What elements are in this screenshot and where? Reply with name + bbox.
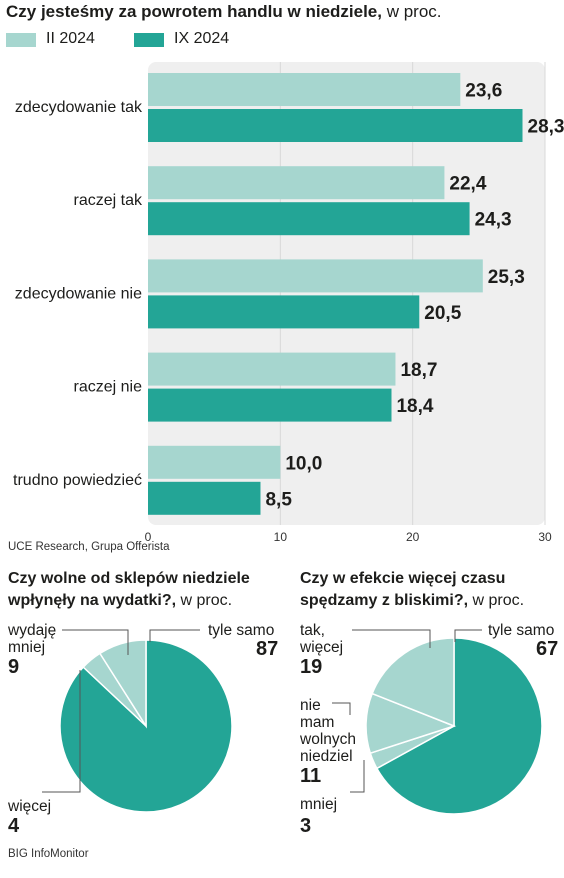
pie2-slice-tak-wi-cej [371, 637, 455, 728]
pie2-label-nie-line1: nie [300, 697, 321, 714]
tick-label-10: 10 [274, 530, 288, 544]
bar-ii-2024-zdecydowanie-nie [148, 259, 483, 293]
bar-ix-2024-zdecydowanie-nie [148, 295, 420, 329]
pie2-slice-tyle-samo [375, 637, 543, 815]
legend-label-ix-2024: IX 2024 [174, 30, 230, 47]
data-label-ix-2024-zdecydowanie-tak: 28,3 [528, 117, 564, 138]
legend-label-ii-2024: II 2024 [46, 30, 95, 47]
pie1-label-mniej-line1: wydaję [8, 622, 57, 639]
pie1-title-unit: w proc. [176, 592, 233, 609]
chart-title: Czy jesteśmy za powrotem handlu w niedzi… [6, 2, 442, 22]
pie2-label-nie-line2: mam [300, 714, 335, 731]
pie1-title-text: Czy wolne od sklepów niedziele wpłynęły … [8, 570, 250, 609]
data-label-ii-2024-zdecydowanie-tak: 23,6 [465, 81, 502, 102]
pie1-leader-mniej [62, 629, 129, 655]
pie1-value-wiecej: 4 [8, 815, 20, 837]
data-label-ii-2024-raczej-tak: 22,4 [449, 174, 486, 195]
tick-label-30: 30 [538, 530, 552, 544]
pie1-leader-wiecej [42, 670, 81, 793]
tick-label-0: 0 [145, 530, 152, 544]
pie2-leader-mniej [350, 760, 365, 793]
chart-title-main: Czy jesteśmy za powrotem handlu w niedzi… [6, 2, 382, 21]
pie2-label-nie-line4: niedziel [300, 748, 353, 765]
legend-swatch-ix-2024 [134, 33, 164, 47]
legend-swatch-ii-2024 [6, 33, 36, 47]
bar-ii-2024-trudno-powiedzie [148, 445, 281, 479]
category-label-raczej-tak: raczej tak [74, 192, 143, 209]
pie-source: BIG InfoMonitor [8, 848, 89, 860]
pie1-label-tyle: tyle samo [208, 622, 275, 639]
pie1-chart [42, 629, 233, 813]
bar-ii-2024-raczej-tak [148, 166, 445, 200]
pie1-value-tyle: 87 [256, 638, 279, 660]
pie2-value-nie: 11 [300, 765, 322, 787]
data-label-ix-2024-trudno-powiedzie: 8,5 [265, 489, 292, 510]
pie2-title-text: Czy w efekcie więcej czasu spędzamy z bl… [300, 570, 506, 609]
data-label-ii-2024-trudno-powiedzie: 10,0 [285, 453, 322, 474]
pie2-label-tak: tak, więcej [300, 622, 343, 656]
pie2-leader-tak [352, 629, 431, 648]
pie2-label-tak-line2: więcej [300, 639, 344, 656]
pie2-label-tyle: tyle samo [488, 622, 555, 639]
pie2-label-nie: nie mam wolnych niedziel [300, 697, 356, 765]
pie2-label-tak-line1: tak, [300, 622, 325, 639]
pie1-leader-tyle [149, 629, 200, 642]
bar-ix-2024-trudno-powiedzie [148, 481, 261, 515]
data-label-ix-2024-zdecydowanie-nie: 20,5 [424, 303, 461, 324]
pie1-label-mniej-line2: mniej [8, 639, 46, 656]
bar-chart-source: UCE Research, Grupa Offerista [8, 541, 170, 553]
pie2-value-mniej: 3 [300, 815, 312, 837]
category-label-zdecydowanie-tak: zdecydowanie tak [15, 99, 143, 116]
pie1-label-mniej: wydaję mniej [8, 622, 56, 656]
bar-ix-2024-raczej-nie [148, 388, 392, 422]
pie2-label-mniej: mniej [300, 796, 338, 813]
chart-title-unit: w proc. [381, 2, 442, 21]
pie2-title-unit: w proc. [468, 592, 525, 609]
data-label-ix-2024-raczej-nie: 18,4 [396, 396, 433, 417]
pie2-value-tak: 19 [300, 656, 323, 678]
tick-label-20: 20 [406, 530, 420, 544]
data-label-ii-2024-zdecydowanie-nie: 25,3 [488, 267, 525, 288]
data-label-ix-2024-raczej-tak: 24,3 [475, 210, 512, 231]
pie1-value-mniej: 9 [8, 656, 20, 678]
pie1-title: Czy wolne od sklepów niedziele wpłynęły … [8, 568, 278, 612]
pie2-leader-nie [332, 702, 351, 715]
bar-ii-2024-raczej-nie [148, 352, 396, 386]
bar-chart: 0 10 20 30 zdecydowanie tak 23,6 28,3 raczej ta… [13, 62, 564, 544]
pie2-value-tyle: 67 [536, 638, 559, 660]
bar-ix-2024-raczej-tak [148, 202, 470, 236]
bar-ii-2024-zdecydowanie-tak [148, 73, 461, 106]
category-label-trudno-powiedzie: trudno powiedzieć [13, 472, 142, 489]
pie2-label-nie-line3: wolnych [300, 731, 356, 748]
pie2-leader-tyle [454, 629, 482, 642]
bar-ix-2024-zdecydowanie-tak [148, 109, 523, 142]
pie2-chart [332, 629, 543, 815]
pie1-label-wiecej: więcej [8, 798, 52, 815]
category-label-raczej-nie: raczej nie [74, 379, 143, 396]
data-label-ii-2024-raczej-nie: 18,7 [400, 360, 437, 381]
pie2-title: Czy w efekcie więcej czasu spędzamy z bl… [300, 568, 564, 612]
pie1-slice-wydaj-mniej [98, 639, 147, 729]
category-label-zdecydowanie-nie: zdecydowanie nie [15, 285, 142, 302]
